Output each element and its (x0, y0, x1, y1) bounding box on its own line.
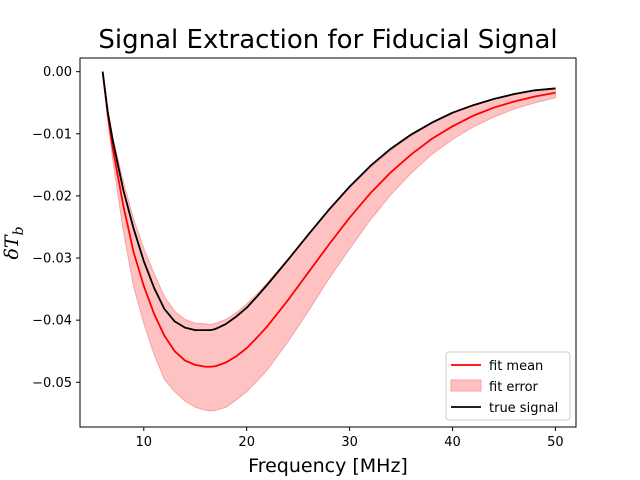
x-tick-label: 20 (238, 435, 255, 450)
y-axis-label: δTb (1, 226, 27, 259)
legend-box (445, 351, 571, 421)
x-tick-label: 10 (136, 435, 153, 450)
x-tick-label: 50 (547, 435, 564, 450)
y-tick-label: 0.00 (43, 65, 72, 80)
series-fit-mean-line (101, 71, 556, 368)
legend-label-fit-mean: fit mean (489, 359, 543, 374)
series-true-signal-line (101, 71, 556, 331)
y-tick-label: −0.03 (32, 252, 72, 267)
x-tick-label: 40 (444, 435, 461, 450)
y-tick-label: −0.02 (32, 189, 72, 204)
legend-label-fit-error: fit error (489, 380, 539, 395)
y-tick-label: −0.05 (32, 376, 72, 391)
y-axis-label-main: δT (1, 234, 23, 259)
legend-swatch-fit-error (450, 379, 482, 392)
x-axis-label: Frequency [MHz] (248, 455, 408, 477)
y-tick-label: −0.01 (32, 127, 72, 142)
chart-title: Signal Extraction for Fiducial Signal (98, 25, 557, 55)
x-tick-label: 30 (341, 435, 358, 450)
y-axis-label-subscript: b (11, 226, 27, 235)
plot-frame (79, 57, 577, 428)
legend: fit mean fit error true signal (445, 351, 571, 421)
y-tick-label: −0.04 (32, 314, 72, 329)
legend-label-true-signal: true signal (489, 401, 558, 416)
